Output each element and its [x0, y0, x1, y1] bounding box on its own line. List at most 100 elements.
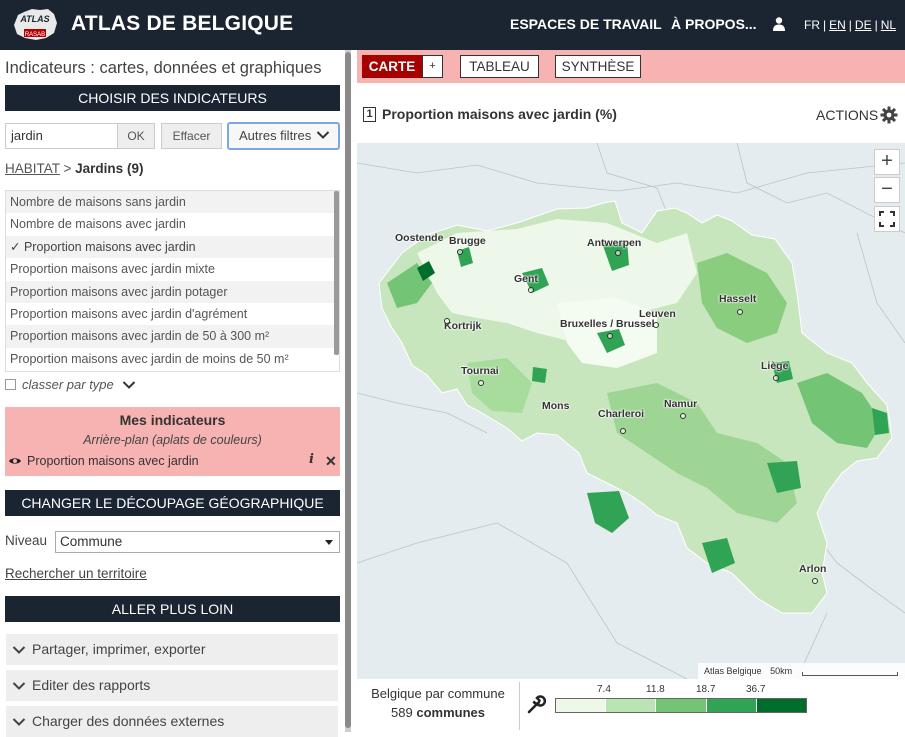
- region-medium-south: [607, 383, 797, 523]
- list-item[interactable]: Proportion maisons avec jardin mixte: [10, 262, 215, 277]
- city-marker[interactable]: [812, 578, 818, 584]
- city-marker[interactable]: [457, 249, 463, 255]
- close-icon[interactable]: ✕: [325, 453, 337, 469]
- level-select[interactable]: Commune: [55, 531, 340, 553]
- city-marker[interactable]: [607, 333, 613, 339]
- nav-workspaces[interactable]: ESPACES DE TRAVAIL: [510, 16, 662, 32]
- accordion-reports[interactable]: Editer des rapports: [6, 670, 338, 701]
- legend-class: [656, 699, 707, 712]
- my-indicator-item[interactable]: Proportion maisons avec jardin: [8, 454, 199, 468]
- city-marker[interactable]: [620, 428, 626, 434]
- legend-count-label: communes: [416, 705, 485, 720]
- lang-en[interactable]: EN: [829, 18, 846, 32]
- add-map-button[interactable]: +: [422, 55, 443, 78]
- panel-scrollbar-thumb[interactable]: [345, 52, 351, 728]
- wrench-icon[interactable]: [526, 695, 546, 715]
- tab-map[interactable]: CARTE: [362, 55, 422, 78]
- panel-title: Indicateurs : cartes, données et graphiq…: [5, 59, 322, 77]
- choropleth-map[interactable]: [357, 143, 905, 679]
- lang-fr[interactable]: FR: [804, 18, 820, 32]
- legend-break: 18.7: [696, 684, 716, 695]
- list-item[interactable]: Nombre de maisons avec jardin: [10, 217, 186, 232]
- region-dark-2: [522, 268, 549, 293]
- fullscreen-button[interactable]: [874, 206, 900, 232]
- level-select-value: Commune: [60, 534, 123, 549]
- map-view[interactable]: Oostende Brugge Antwerpen Gent Hasselt K…: [357, 143, 905, 679]
- my-indicators-box: Mes indicateurs Arrière-plan (aplats de …: [5, 407, 340, 476]
- city-marker[interactable]: [773, 375, 779, 381]
- legend-color-scale[interactable]: [555, 698, 807, 713]
- map-title: 1 Proportion maisons avec jardin (%): [363, 106, 617, 122]
- user-icon[interactable]: [771, 16, 787, 32]
- map-number: 1: [363, 106, 376, 122]
- logo-text: ATLAS: [19, 14, 49, 24]
- actions-button[interactable]: ACTIONS: [816, 107, 879, 123]
- choose-indicators-header: CHOISIR DES INDICATEURS: [5, 85, 340, 111]
- indicator-list-scrollbar[interactable]: [334, 191, 339, 355]
- legend-class: [556, 699, 607, 712]
- breadcrumb-parent[interactable]: HABITAT: [5, 161, 60, 176]
- region-dark-1: [597, 329, 625, 353]
- chevron-down-icon[interactable]: [122, 380, 136, 390]
- chevron-down-icon: [12, 682, 26, 690]
- nav-about[interactable]: À PROPOS...: [671, 16, 757, 32]
- language-switcher: FR | EN | DE | NL: [804, 18, 897, 32]
- list-item[interactable]: Proportion maisons avec jardin de 50 à 3…: [6, 325, 339, 348]
- lang-nl[interactable]: NL: [880, 18, 897, 32]
- lang-de[interactable]: DE: [854, 18, 872, 32]
- accordion-share-label: Partager, imprimer, exporter: [32, 641, 206, 657]
- list-item[interactable]: Proportion maisons avec jardin de moins …: [10, 351, 289, 366]
- city-marker[interactable]: [478, 380, 484, 386]
- city-marker[interactable]: [615, 250, 621, 256]
- legend-class: [756, 699, 807, 712]
- gear-icon[interactable]: [880, 106, 898, 124]
- legend-break: 11.8: [646, 684, 665, 695]
- list-item[interactable]: Nombre de maisons sans jardin: [6, 191, 339, 214]
- my-indicators-subtitle: Arrière-plan (aplats de couleurs): [83, 433, 262, 447]
- info-icon[interactable]: i: [309, 452, 314, 467]
- legend-count: 589: [391, 705, 413, 720]
- ok-button[interactable]: OK: [117, 123, 155, 149]
- map-attribution: Atlas Belgique 50km: [698, 663, 905, 679]
- city-marker[interactable]: [528, 287, 534, 293]
- accordion-external-data[interactable]: Charger des données externes: [6, 706, 338, 737]
- search-input[interactable]: jardin: [5, 123, 117, 149]
- region-dark-9: [417, 261, 435, 281]
- other-filters-button[interactable]: Autres filtres: [227, 122, 340, 150]
- find-territory-link[interactable]: Rechercher un territoire: [5, 566, 147, 581]
- attribution-text: Atlas Belgique: [704, 666, 762, 676]
- city-label: Kortrijk: [444, 320, 482, 332]
- city-marker[interactable]: [737, 309, 743, 315]
- city-marker[interactable]: [680, 413, 686, 419]
- list-item[interactable]: Proportion maisons avec jardin d'agrémen…: [10, 306, 248, 321]
- atlas-logo[interactable]: ATLAS RASAB: [10, 5, 60, 43]
- city-label: Charleroi: [598, 408, 645, 420]
- region-dark-6: [702, 538, 735, 573]
- tab-table[interactable]: TABLEAU: [460, 55, 539, 78]
- city-marker[interactable]: [444, 318, 450, 324]
- caret-down-icon: [325, 540, 333, 545]
- zoom-out-button[interactable]: −: [874, 177, 900, 203]
- city-label: Bruxelles / Brussel: [560, 318, 655, 330]
- city-marker[interactable]: [653, 322, 659, 328]
- accordion-share[interactable]: Partager, imprimer, exporter: [6, 634, 338, 665]
- list-item-selected[interactable]: ✓ Proportion maisons avec jardin: [6, 235, 339, 259]
- map-panel: CARTE + TABLEAU SYNTHÈSE 1 Proportion ma…: [357, 50, 905, 732]
- classify-checkbox[interactable]: [5, 379, 16, 390]
- zoom-in-button[interactable]: +: [874, 149, 900, 175]
- chevron-down-icon: [12, 718, 26, 726]
- indicators-panel: Indicateurs : cartes, données et graphiq…: [0, 50, 345, 737]
- region-dark-3: [602, 241, 629, 271]
- tab-synthesis[interactable]: SYNTHÈSE: [555, 55, 641, 78]
- chevron-down-icon: [12, 646, 26, 654]
- classify-by-type[interactable]: classer par type: [5, 377, 136, 392]
- clear-button[interactable]: Effacer: [161, 123, 222, 149]
- eye-icon[interactable]: [8, 456, 22, 466]
- region-dark-5: [587, 491, 629, 533]
- city-label: Brugge: [449, 235, 486, 247]
- city-label: Tournai: [461, 365, 499, 377]
- breadcrumb: HABITAT > Jardins (9): [5, 161, 143, 176]
- city-label: Mons: [542, 400, 570, 412]
- list-item[interactable]: Proportion maisons avec jardin potager: [6, 280, 339, 303]
- scale-label: 50km: [770, 666, 793, 676]
